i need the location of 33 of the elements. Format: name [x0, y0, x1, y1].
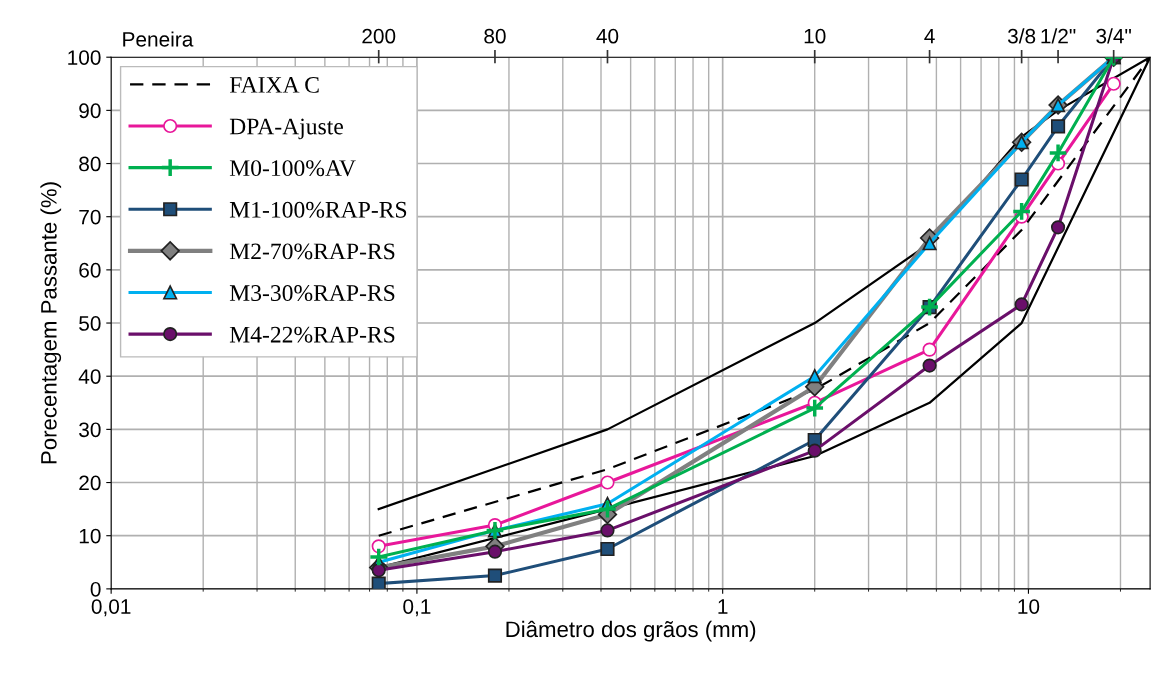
y-tick-label: 80 [79, 156, 101, 172]
x-axis-title: Diâmetro dos grãos (mm) [506, 620, 756, 642]
legend-label: M1-100%RAP-RS [229, 201, 407, 218]
y-tick-label: 40 [78, 369, 101, 384]
y-tick-label: 50 [79, 316, 101, 331]
legend-label: M0-100%AV [229, 160, 356, 177]
y-tick-label: 90 [79, 103, 101, 119]
text: 3/8 [1007, 28, 1036, 44]
y-tick-label: 70 [79, 209, 101, 225]
x-tick-label: 1 [718, 599, 728, 614]
text: Peneira [123, 31, 194, 47]
y-tick-label: 100 [68, 50, 101, 65]
legend-label: FAIXA C [229, 76, 319, 93]
text: 3/4" [1096, 28, 1131, 44]
text: 200 [362, 28, 396, 44]
legend-label: DPA-Ajuste [229, 118, 343, 140]
y-tick-label: 0 [90, 581, 101, 597]
text: 4 [924, 28, 935, 44]
x-tick-label: 10 [1018, 599, 1040, 614]
y-tick-label: 30 [79, 422, 101, 438]
text: 80 [484, 28, 506, 44]
y-tick-label: 60 [79, 262, 101, 278]
legend-label: M2-70%RAP-RS [229, 243, 395, 260]
text: 40 [596, 28, 619, 44]
x-tick-label: 0,01 [91, 599, 131, 617]
x-tick-label: 0,1 [403, 599, 431, 617]
y-tick-label: 20 [79, 475, 101, 491]
y-tick-label: 10 [79, 528, 101, 544]
y-axis-title: Porecentagem Passante (%) [40, 182, 62, 464]
legend-label: M3-30%RAP-RS [229, 285, 395, 302]
legend-label: M4-22%RAP-RS [229, 326, 395, 343]
text: 1/2" [1041, 28, 1076, 44]
text: 10 [804, 28, 826, 44]
